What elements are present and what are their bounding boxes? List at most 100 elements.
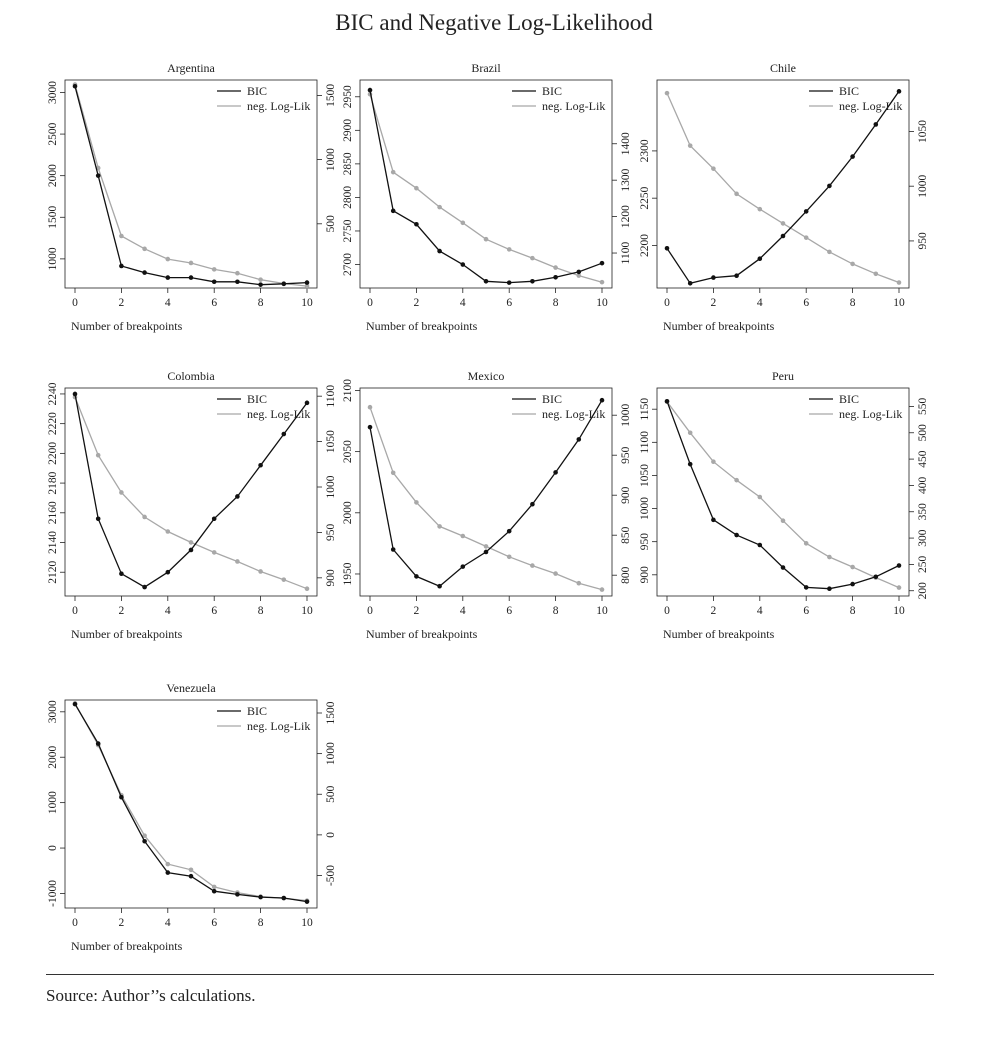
data-point-bic (803, 209, 809, 214)
y-left-tick-label: 950 (639, 533, 651, 551)
x-tick-label: 10 (596, 605, 608, 617)
y-right-tick-label: 900 (620, 486, 632, 504)
panel-title: Venezuela (166, 681, 216, 695)
y-left-tick-label: 2250 (639, 186, 651, 209)
y-left-tick-label: 2800 (342, 186, 354, 209)
x-tick-label: 6 (211, 917, 217, 929)
data-point-neg-log-lik (281, 577, 287, 582)
x-tick-label: 2 (414, 297, 420, 309)
y-right-tick-label: 450 (917, 450, 929, 468)
plot-frame (359, 79, 613, 289)
data-point-neg-log-lik (437, 204, 442, 210)
x-tick-label: 8 (258, 297, 264, 309)
data-point-neg-log-lik (553, 265, 558, 270)
data-point-bic (414, 574, 419, 579)
y-right-tick-label: 300 (917, 529, 929, 547)
data-point-neg-log-lik (896, 585, 902, 590)
data-point-bic (664, 398, 670, 404)
y-left-tick-label: 1000 (47, 247, 59, 270)
legend-label: neg. Log-Lik (839, 407, 902, 421)
data-point-bic (390, 547, 396, 552)
y-right-tick-label: 900 (325, 569, 337, 587)
data-point-bic (827, 183, 832, 189)
x-axis-label: Number of breakpoints (366, 627, 478, 641)
data-point-bic (850, 154, 855, 159)
y-right-tick-label: 1500 (325, 84, 337, 107)
x-tick-label: 2 (414, 605, 420, 617)
data-point-bic (188, 547, 194, 553)
y-right-tick-label: 1300 (620, 168, 632, 191)
y-left-tick-label: 1100 (639, 431, 651, 454)
data-point-bic (437, 248, 442, 254)
data-point-neg-log-lik (896, 280, 902, 285)
data-point-neg-log-lik (188, 540, 194, 545)
x-tick-label: 0 (664, 605, 670, 617)
y-left-tick-label: 2220 (47, 412, 59, 435)
series-line-bic (666, 90, 900, 285)
x-tick-label: 4 (165, 605, 171, 617)
y-right-tick-label: 1000 (917, 174, 929, 197)
data-point-bic (142, 584, 147, 590)
y-left-tick-label: -1000 (47, 880, 59, 907)
data-point-neg-log-lik (165, 861, 171, 867)
y-left-tick-label: 1000 (47, 791, 59, 814)
data-point-neg-log-lik (460, 220, 466, 226)
y-right-tick-label: 1050 (917, 120, 929, 143)
data-point-neg-log-lik (506, 554, 512, 560)
data-point-bic (72, 701, 78, 707)
x-tick-label: 6 (803, 297, 809, 309)
panel-title: Mexico (468, 369, 505, 383)
data-point-neg-log-lik (304, 283, 310, 289)
data-point-bic (780, 565, 786, 570)
panel-title: Peru (772, 369, 794, 383)
plot-frame (656, 79, 910, 289)
data-point-neg-log-lik (530, 563, 535, 568)
y-left-tick-label: 2160 (47, 501, 59, 524)
data-point-bic (896, 563, 902, 568)
data-point-bic (734, 273, 739, 279)
data-point-neg-log-lik (460, 533, 466, 539)
y-right-tick-label: 950 (325, 524, 337, 542)
data-point-bic (827, 586, 832, 592)
data-point-bic (780, 233, 786, 239)
data-point-bic (304, 280, 310, 285)
x-tick-label: 4 (165, 297, 171, 309)
x-tick-label: 10 (893, 297, 905, 309)
data-point-neg-log-lik (390, 169, 396, 175)
legend-label: BIC (542, 392, 562, 406)
data-point-neg-log-lik (734, 191, 739, 197)
x-tick-label: 8 (553, 605, 559, 617)
data-point-bic (188, 275, 194, 280)
data-point-bic (390, 208, 396, 214)
legend-label: BIC (247, 704, 267, 718)
data-point-neg-log-lik (235, 270, 240, 276)
footer-rule (46, 974, 934, 975)
data-point-bic (873, 574, 879, 580)
chart-panel-mexico: Mexico 0 2 4 6 8 10 Number of breakpoints 1950 20… (342, 369, 632, 641)
data-point-bic (687, 280, 693, 286)
x-tick-label: 8 (258, 605, 264, 617)
y-right-tick-label: -500 (325, 865, 337, 886)
y-left-tick-label: 2950 (342, 85, 354, 108)
data-point-bic (281, 281, 287, 287)
x-axis-label: Number of breakpoints (663, 627, 775, 641)
plot-frame (64, 699, 318, 909)
x-tick-label: 0 (664, 297, 670, 309)
data-point-bic (687, 461, 693, 467)
y-right-tick-label: 800 (620, 566, 632, 584)
data-point-bic (142, 270, 147, 275)
data-point-neg-log-lik (734, 477, 739, 483)
data-point-bic (304, 400, 310, 406)
x-tick-label: 2 (711, 605, 717, 617)
series-line-bic (74, 86, 308, 286)
data-point-neg-log-lik (599, 279, 605, 285)
y-left-tick-label: 2750 (342, 219, 354, 242)
panel-title: Colombia (167, 369, 215, 383)
data-point-bic (553, 470, 558, 475)
x-tick-label: 2 (119, 917, 125, 929)
data-point-bic (896, 89, 902, 94)
y-right-tick-label: 500 (917, 424, 929, 442)
data-point-bic (235, 494, 240, 499)
y-left-tick-label: 2100 (342, 379, 354, 402)
